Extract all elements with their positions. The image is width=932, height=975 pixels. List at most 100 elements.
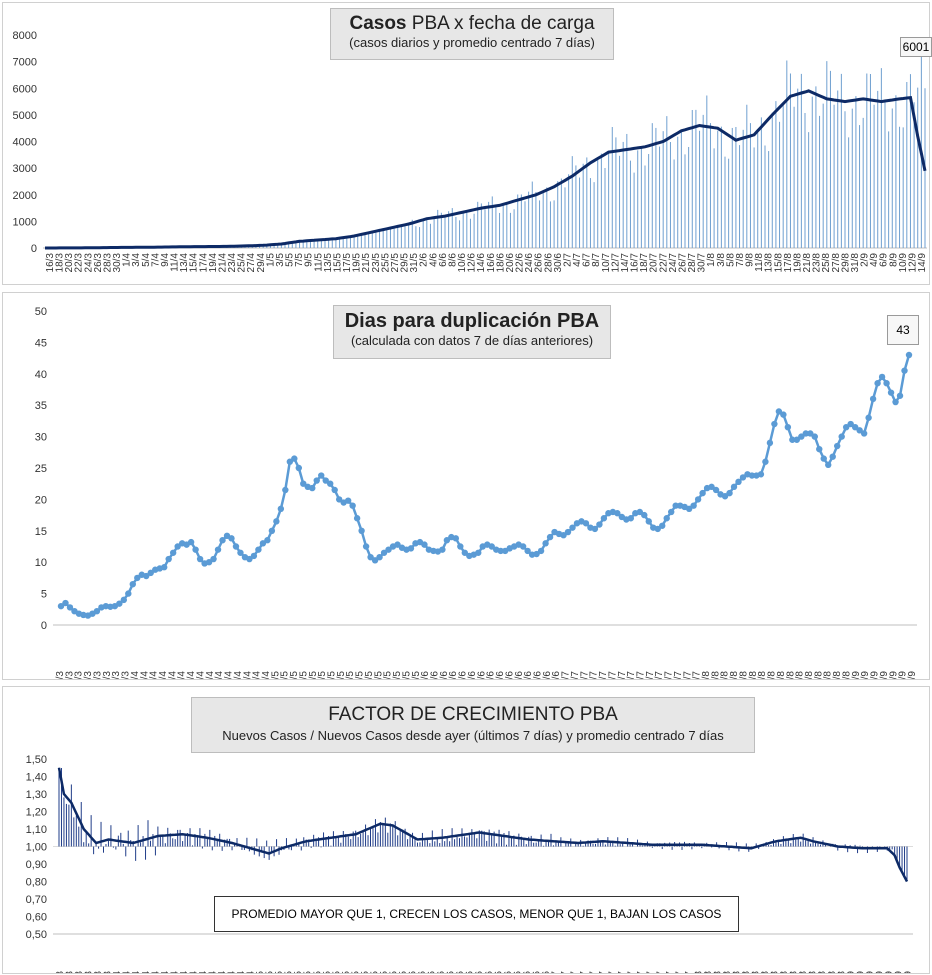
casos-xtick-label: 7/8 [735,253,746,267]
casos-ytick-label: 1000 [13,216,37,228]
duplicacion-xtick-label: 8/9 [879,671,890,679]
duplicacion-point [838,433,845,440]
casos-xtick-label: 21/5 [361,253,372,273]
duplicacion-point [187,538,195,546]
factor-xtick-label: 28/7 [674,971,685,973]
duplicacion-ytick-label: 20 [35,494,47,506]
factor-xtick-label: 22/6 [503,971,514,973]
factor-xtick-label: 8/9 [874,971,885,973]
duplicacion-xtick-label: 2/9 [851,671,862,679]
casos-xtick-label: 15/8 [773,253,784,273]
casos-xtick-label: 5/8 [725,253,736,267]
duplicacion-point [784,423,792,431]
duplicacion-xtick-label: 25/5 [383,671,394,679]
duplicacion-xtick-label: 1/8 [701,671,712,679]
duplicacion-point [847,420,854,428]
factor-xtick-label: 31/5 [398,971,409,973]
casos-xtick-label: 21/4 [217,253,228,273]
duplicacion-point [295,464,302,472]
duplicacion-xtick-label: 3/5 [280,671,291,679]
duplicacion-point [874,380,881,387]
factor-xtick-label: 8/7 [579,971,590,973]
duplicacion-point [443,537,451,544]
duplicacion-point [757,471,765,478]
duplicacion-point [362,543,370,550]
duplicacion-point [856,427,863,434]
duplicacion-xtick-label: 11/4 [177,671,188,679]
duplicacion-ytick-label: 45 [35,337,47,349]
factor-xtick-label: 6/6 [427,971,438,973]
duplicacion-point [129,580,136,588]
factor-xtick-label: 11/8 [741,971,752,973]
factor-xtick-label: 24/3 [74,971,85,973]
duplicacion-point [259,540,267,547]
duplicacion-point [869,395,877,403]
duplicacion-point [694,496,702,503]
factor-xtick-label: 25/8 [808,971,819,973]
duplicacion-xtick-label: 21/5 [364,671,375,679]
duplicacion-point [591,525,599,533]
duplicacion-point [564,528,572,536]
duplicacion-xtick-label: 15/8 [767,671,778,679]
duplicacion-xtick-label: 7/4 [158,671,169,679]
factor-xtick-label: 8/6 [436,971,447,973]
duplicacion-xtick-label: 10/6 [458,671,469,679]
duplicacion-xtick-label: 28/6 [542,671,553,679]
duplicacion-point [636,508,643,516]
casos-chart-subtitle: (casos diarios y promedio centrado 7 día… [349,35,595,50]
casos-xtick-label: 4/9 [869,253,880,267]
duplicacion-point [335,496,343,503]
duplicacion-chart-title: Dias para duplicación PBA (calculada con… [333,305,611,359]
casos-xtick-label: 26/3 [93,253,104,273]
duplicacion-point [264,537,271,544]
duplicacion-xtick-label: 11/8 [748,671,759,679]
duplicacion-xtick-label: 8/6 [448,671,459,679]
duplicacion-point [892,398,899,406]
casos-xtick-label: 17/8 [783,253,794,273]
casos-chart-panel: 0 1000 2000 3000 4000 5000 6000 7000 8000 16/3 18/… [2,2,932,285]
factor-xtick-label: 23/8 [798,971,809,973]
factor-xtick-label: 11/4 [160,971,171,973]
factor-ytick-label: 0,80 [26,877,47,889]
casos-average-line [45,89,927,250]
duplicacion-point [439,546,446,553]
casos-xtick-label: 2/7 [562,253,573,267]
casos-xtick-label: 13/5 [323,253,334,273]
factor-xtick-label: 6/9 [865,971,876,973]
casos-xtick-label: 27/8 [831,253,842,273]
casos-xtick-label: 28/6 [543,253,554,273]
factor-xtick-label: 1/4 [112,971,123,973]
duplicacion-point [887,389,895,396]
casos-xtick-label: 11/4 [170,253,181,272]
factor-xtick-label: 17/8 [770,971,781,973]
casos-xtick-label: 7/5 [294,253,305,267]
factor-xtick-label: 12/7 [598,971,609,973]
factor-xtick-label: 22/3 [65,971,76,973]
duplicacion-point [654,525,661,533]
duplicacion-ytick-label: 5 [41,589,47,601]
factor-xtick-label: 3/4 [122,971,133,973]
factor-xtick-label: 7/8 [722,971,733,973]
casos-xtick-label: 16/3 [45,253,56,273]
factor-xtick-label: 5/8 [712,971,723,973]
duplicacion-xtick-label: 23/4 [233,671,244,679]
casos-ytick-label: 8000 [13,30,37,42]
casos-xtick-label: 30/6 [553,253,564,273]
factor-xtick-label: 15/4 [179,971,190,973]
duplicacion-xtick-label: 18/7 [635,671,646,679]
factor-xtick-label: 10/7 [589,971,600,973]
duplicacion-point [160,564,168,571]
casos-ytick-label: 6000 [13,83,37,95]
casos-xtick-label: 10/6 [457,253,468,273]
duplicacion-point [860,430,868,437]
factor-xtick-label: 3/5 [265,971,276,973]
duplicacion-xtick-label: 14/9 [907,671,918,679]
casos-xtick-label: 10/7 [601,253,612,273]
casos-xtick-label: 20/7 [649,253,660,273]
duplicacion-point [407,545,415,552]
duplicacion-point [457,543,464,550]
duplicacion-xtick-label: 24/6 [523,671,534,679]
factor-xtick-label: 11/5 [303,971,314,973]
duplicacion-point [394,541,401,548]
duplicacion-point [421,541,428,548]
